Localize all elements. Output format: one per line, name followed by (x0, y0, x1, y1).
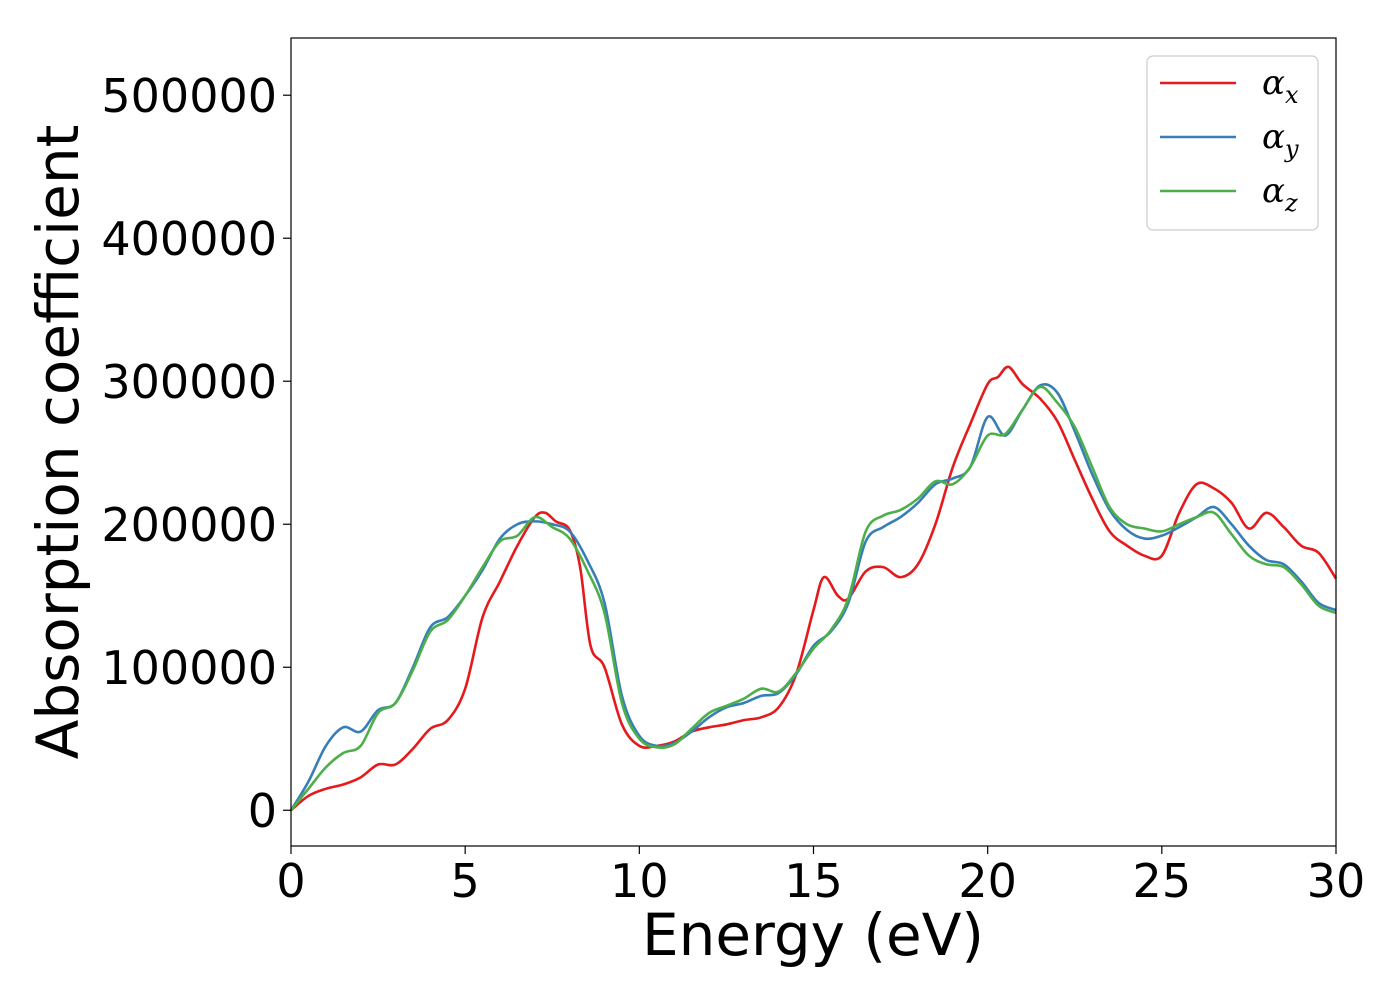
y-tick-label: 500000 (101, 69, 277, 123)
y-tick-label: 300000 (101, 355, 277, 409)
x-tick-label: 0 (276, 854, 305, 908)
y-tick-label: 100000 (101, 641, 277, 695)
y-tick-label: 200000 (101, 498, 277, 552)
x-tick-label: 10 (610, 854, 669, 908)
legend-box (1146, 55, 1319, 231)
legend: αx αy αz (1146, 55, 1319, 231)
y-axis-ticks: 0 100000 200000 300000 400000 500000 (101, 69, 291, 838)
x-tick-label: 25 (1133, 854, 1192, 908)
y-axis-title: Absorption coefficient (24, 125, 92, 760)
legend-label-alpha-z: αz (1262, 171, 1298, 217)
series-layer (289, 365, 1338, 812)
x-axis-title: Energy (eV) (642, 901, 984, 969)
y-tick-label: 0 (248, 784, 277, 838)
x-tick-label: 20 (958, 854, 1017, 908)
y-tick-label: 400000 (101, 212, 277, 266)
x-tick-label: 5 (451, 854, 480, 908)
series-line-alpha-z (289, 385, 1337, 812)
x-tick-label: 15 (784, 854, 843, 908)
x-tick-label: 30 (1307, 854, 1366, 908)
x-axis-ticks: 0 5 10 15 20 25 30 (276, 846, 1365, 908)
series-line-alpha-x (290, 365, 1338, 812)
legend-label-alpha-x: αx (1262, 63, 1299, 109)
legend-label-alpha-y: αy (1262, 117, 1299, 163)
